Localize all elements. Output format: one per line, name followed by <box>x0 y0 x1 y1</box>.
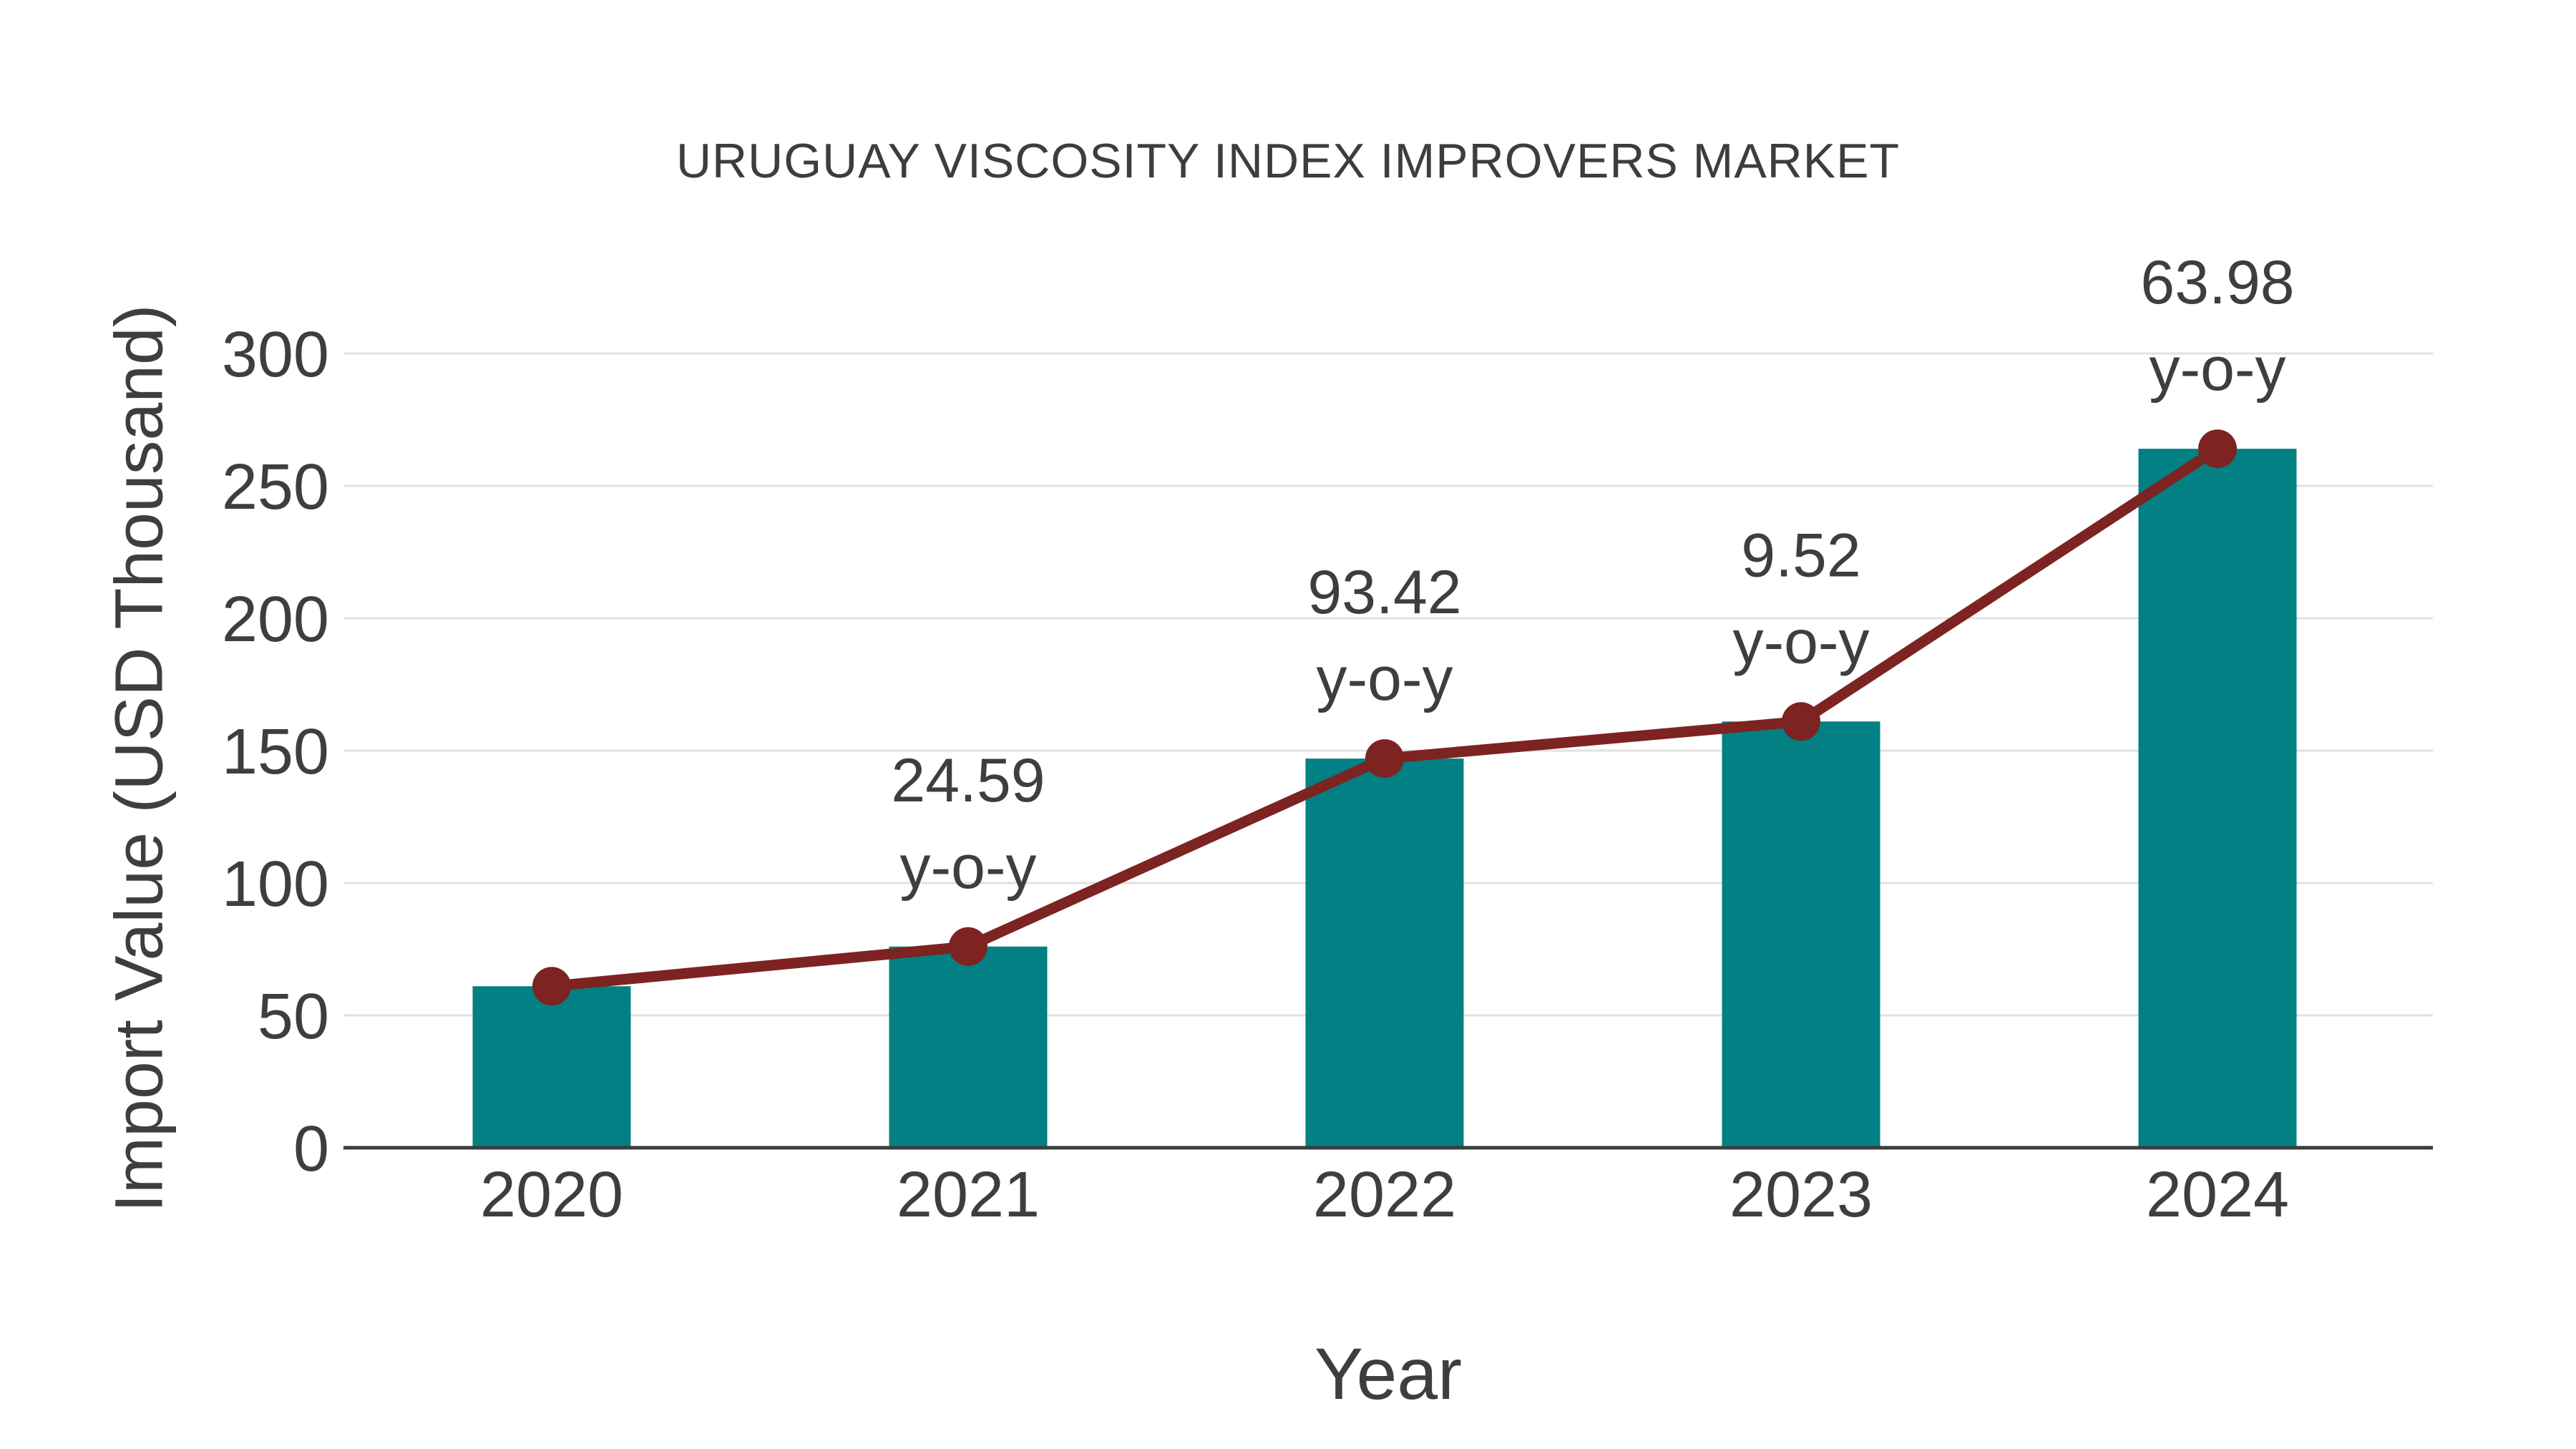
xtick-label-2024: 2024 <box>2146 1159 2289 1231</box>
ytick-label-50: 50 <box>258 981 329 1053</box>
marker-2024 <box>2198 429 2237 469</box>
marker-2022 <box>1365 739 1404 779</box>
ytick-label-150: 150 <box>222 716 329 788</box>
annotation-2021-suffix: y-o-y <box>899 833 1036 902</box>
ytick-label-300: 300 <box>222 319 329 391</box>
ytick-label-250: 250 <box>222 452 329 523</box>
annotation-2022-value: 93.42 <box>1307 558 1461 627</box>
bar-2023 <box>1722 721 1880 1148</box>
annotation-2022-suffix: y-o-y <box>1316 645 1453 713</box>
xtick-label-2021: 2021 <box>897 1159 1040 1231</box>
bar-2022 <box>1305 758 1464 1148</box>
bar-2020 <box>472 986 631 1148</box>
annotation-2024-suffix: y-o-y <box>2149 335 2285 404</box>
bar-2021 <box>889 946 1048 1148</box>
annotation-2023-suffix: y-o-y <box>1732 608 1869 676</box>
ytick-label-200: 200 <box>222 584 329 655</box>
xtick-label-2020: 2020 <box>480 1159 623 1231</box>
chart-title: URUGUAY VISCOSITY INDEX IMPROVERS MARKET <box>675 134 1901 188</box>
annotation-2023-value: 9.52 <box>1741 521 1860 590</box>
ytick-label-0: 0 <box>293 1113 329 1185</box>
marker-2020 <box>532 967 571 1006</box>
annotation-2021-value: 24.59 <box>891 746 1045 815</box>
annotation-2024-value: 63.98 <box>2140 248 2294 317</box>
marker-2021 <box>949 927 987 966</box>
xtick-label-2023: 2023 <box>1729 1159 1873 1231</box>
x-axis-title: Year <box>1314 1333 1463 1415</box>
marker-2023 <box>1782 702 1820 741</box>
ytick-label-100: 100 <box>222 849 329 920</box>
bar-2024 <box>2138 449 2297 1148</box>
xtick-label-2022: 2022 <box>1313 1159 1456 1231</box>
